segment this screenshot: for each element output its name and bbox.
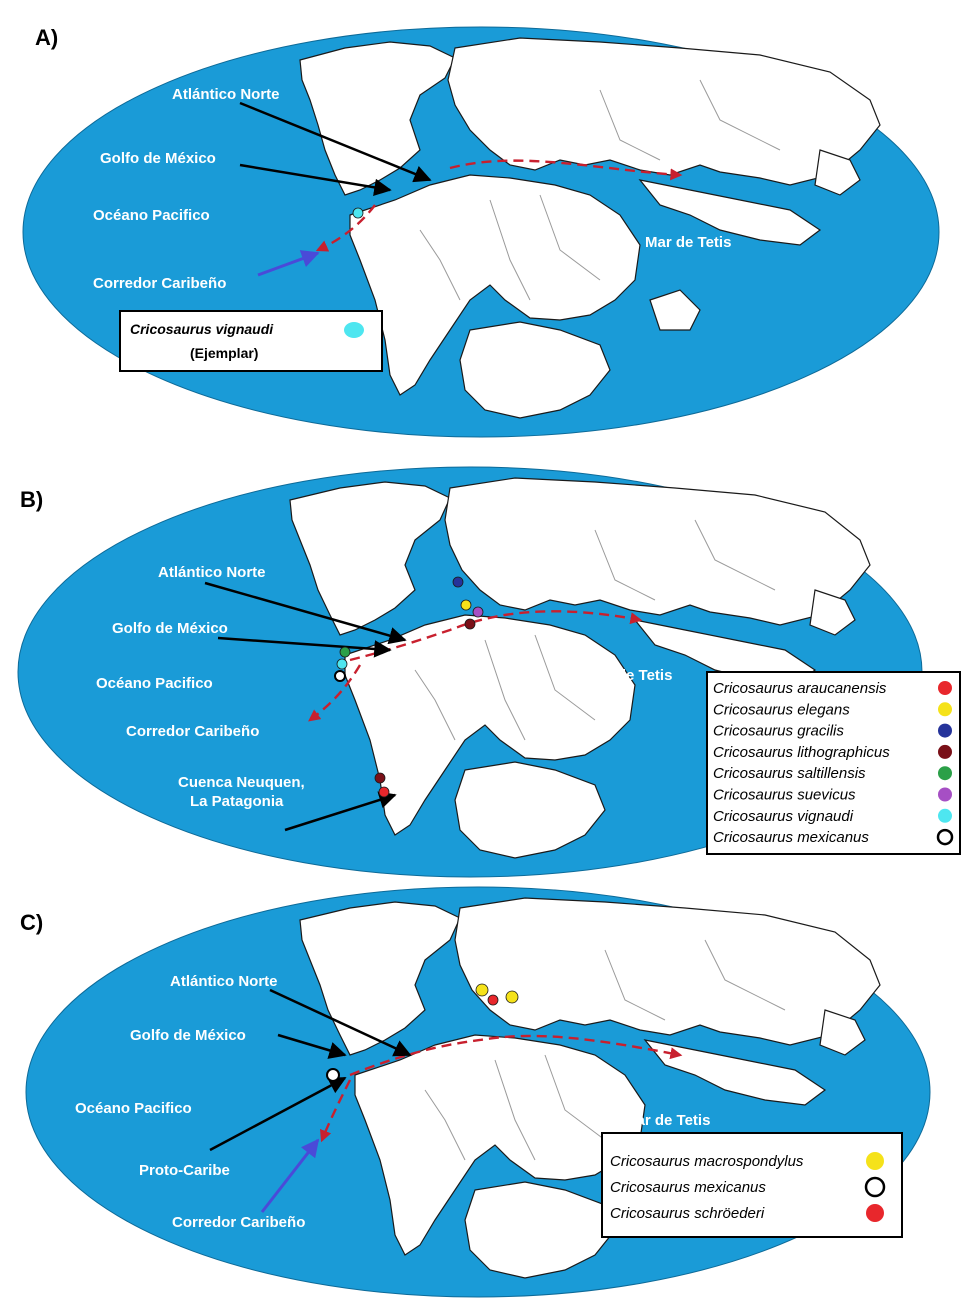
panel-c-label-tetis: Mar de Tetis (624, 1112, 710, 1129)
panel-c-legend-label-0: Cricosaurus macrospondylus (610, 1153, 804, 1170)
panel-a-legend-subtitle: (Ejemplar) (190, 345, 258, 361)
panel-c-landmass (299, 897, 881, 1279)
panel-b-arrow-cuenca (284, 791, 397, 832)
panel-a-route-caribbean (315, 204, 376, 252)
panel-b-legend-swatch-4 (938, 766, 952, 781)
panel-c-arrow-protocaribe (209, 1076, 347, 1152)
panel-b-legend-label-3: Cricosaurus lithographicus (713, 744, 890, 761)
panel-b-label-golfo: Golfo de México (112, 620, 228, 637)
panel-c-legend-swatch-2 (866, 1204, 884, 1222)
panel-b-arrow-golfo (217, 636, 392, 658)
panel-a-label-atlantico: Atlántico Norte (172, 86, 280, 103)
marker-mexicanus (326, 1068, 340, 1082)
panel-a-label-golfo: Golfo de México (100, 150, 216, 167)
panel-a-landmass (299, 37, 881, 419)
marker-gracilis (452, 576, 464, 588)
panel-b-legend-swatch-1 (938, 702, 952, 717)
panel-b-legend-swatch-5 (938, 787, 952, 802)
panel-c-label-protocaribe: Proto-Caribe (139, 1162, 230, 1179)
panel-b-legend-label-1: Cricosaurus elegans (713, 701, 850, 718)
panel-c-route-tethys (349, 1034, 683, 1077)
panel-b-legend-label-5: Cricosaurus suevicus (713, 787, 856, 804)
panel-b-legend-label-0: Cricosaurus araucanensis (713, 680, 887, 697)
panel-c-arrow-golfo (277, 1033, 347, 1059)
panel-a-label-pacifico: Océano Pacifico (93, 207, 210, 224)
panel-b-label-cuenca-1: Cuenca Neuquen, (178, 774, 305, 791)
panel-a-label-tetis: Mar de Tetis (645, 234, 731, 251)
panel-b-label-pacifico: Océano Pacifico (96, 675, 213, 692)
panel-b-legend-swatch-7 (936, 828, 954, 846)
marker-mexicanus (334, 670, 346, 682)
panel-a-route-tethys (449, 159, 683, 181)
marker-vignaudi (336, 658, 348, 670)
panel-c-label-atlantico: Atlántico Norte (170, 973, 278, 990)
panel-b-legend-swatch-3 (938, 744, 952, 759)
panel-b-legend-swatch-0 (938, 681, 952, 695)
panel-a: A) Atlántico Norte (22, 25, 940, 438)
panel-c-borders (424, 939, 786, 1161)
panel-b-legend-label-7: Cricosaurus mexicanus (713, 829, 869, 846)
panel-c-route-caribbean (319, 1079, 352, 1143)
panel-a-borders (419, 79, 781, 301)
panel-a-arrow-golfo (239, 163, 392, 197)
panel-a-letter: A) (35, 25, 58, 50)
panel-a-legend-box (119, 310, 383, 372)
panel-b-route-caribbean (308, 664, 362, 722)
panel-b-label-tetis: Mar de Tetis (586, 667, 672, 684)
panel-b-legend: Cricosaurus araucanensis Cricosaurus eleg… (706, 671, 961, 855)
panel-a-legend-swatch (344, 322, 364, 338)
panel-b-label-corredor: Corredor Caribeño (126, 723, 259, 740)
panel-c-legend-box (601, 1132, 903, 1238)
panel-c-legend-swatch-1 (864, 1176, 886, 1198)
panel-b-legend-box (706, 671, 961, 855)
panel-c-label-golfo: Golfo de México (130, 1027, 246, 1044)
panel-c-legend-label-1: Cricosaurus mexicanus (610, 1179, 766, 1196)
panel-c-legend-label-2: Cricosaurus schröederi (610, 1205, 765, 1222)
panel-c-legend-swatch-0 (866, 1152, 884, 1170)
panel-b-legend-label-6: Cricosaurus vignaudi (713, 808, 854, 825)
marker-schroederi (487, 994, 499, 1006)
panel-b-occurrence-markers (334, 576, 484, 798)
panel-a-corridor-arrow (257, 250, 320, 277)
panel-c-corridor-arrow (260, 1138, 320, 1213)
panel-c-letter: C) (20, 910, 43, 935)
marker-macrospondylus-2 (505, 990, 519, 1004)
panel-a-arrow-atlantico (239, 101, 432, 183)
panel-b-label-atlantico: Atlántico Norte (158, 564, 266, 581)
panel-b-legend-label-4: Cricosaurus saltillensis (713, 765, 866, 782)
panel-b-borders (414, 519, 776, 741)
marker-elegans (460, 599, 472, 611)
marker-macrospondylus-1 (475, 983, 489, 997)
panel-c: C) Atlántico Norte G (20, 886, 931, 1298)
panel-b-legend-swatch-6 (938, 808, 952, 823)
panel-a-legend-title: Cricosaurus vignaudi (130, 321, 274, 337)
panel-c-occurrence-markers (326, 983, 519, 1082)
panel-c-arrow-atlantico (269, 988, 412, 1057)
panel-c-label-corredor: Corredor Caribeño (172, 1214, 305, 1231)
panel-b-legend-swatch-2 (938, 723, 952, 738)
panel-b: B) (17, 466, 961, 878)
marker-lithographicus-europe (464, 618, 476, 630)
panel-c-label-pacifico: Océano Pacifico (75, 1100, 192, 1117)
marker-araucanensis (378, 786, 390, 798)
panel-b-landmass (289, 477, 871, 859)
panel-b-legend-label-2: Cricosaurus gracilis (713, 723, 844, 740)
marker-saltillensis (339, 646, 351, 658)
panel-b-letter: B) (20, 487, 43, 512)
marker-suevicus (472, 606, 484, 618)
panel-a-specimen-marker (352, 207, 364, 219)
panel-a-legend: Cricosaurus vignaudi (Ejemplar) (119, 310, 383, 372)
panel-c-legend: Cricosaurus macrospondylus Cricosaurus me… (601, 1132, 903, 1238)
panel-a-label-corredor: Corredor Caribeño (93, 275, 226, 292)
panel-b-arrow-atlantico (204, 581, 407, 645)
panel-b-label-cuenca-2: La Patagonia (190, 793, 284, 810)
marker-lithographicus-patagonia (374, 772, 386, 784)
